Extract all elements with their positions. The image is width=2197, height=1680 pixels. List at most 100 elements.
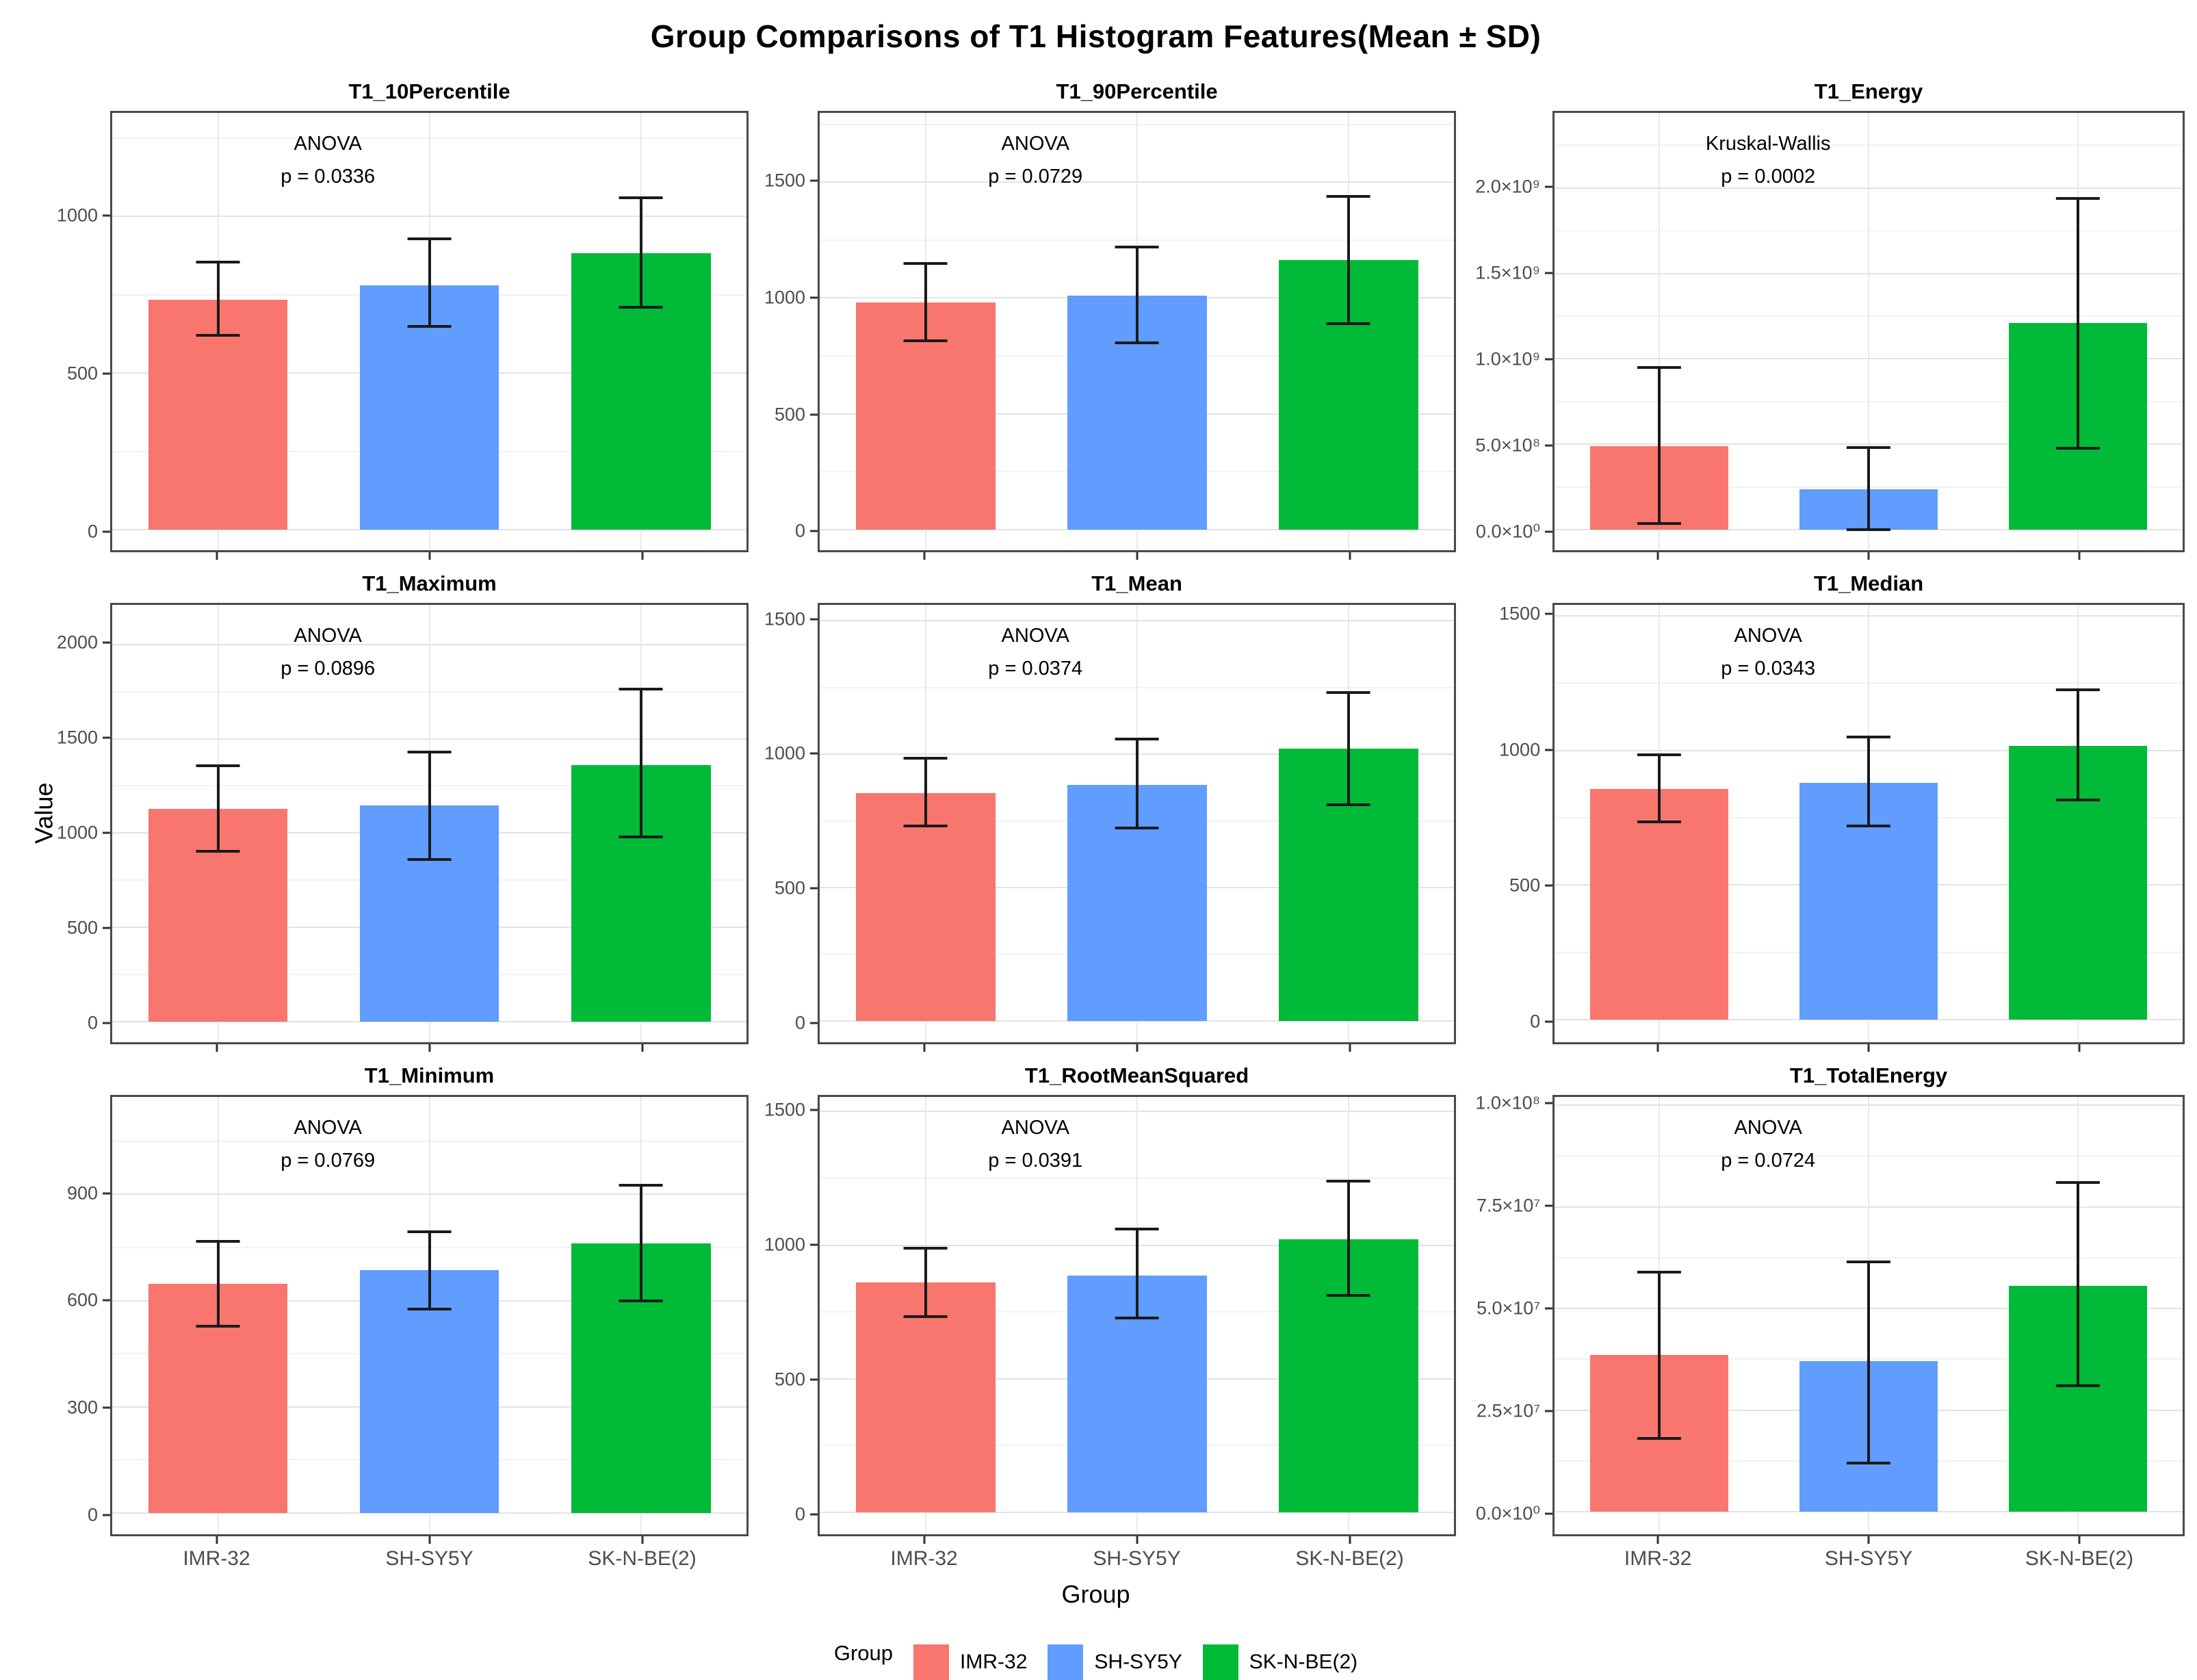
y-tick-mark [1545, 1204, 1553, 1207]
error-bar-stem-IMR-32 [1658, 755, 1661, 823]
panel-T1_Minimum: T1_Minimum 0 300 600 900 ANOVA p = 0.0769 IMR-3… [45, 1054, 749, 1576]
plot-area: ANOVA p = 0.0896 [110, 603, 749, 1044]
y-tick-mark [103, 1514, 110, 1516]
error-bar-stem-SK-N-BE(2) [1347, 196, 1350, 324]
error-bar-cap-top-SH-SY5Y [1846, 1260, 1891, 1263]
y-tick-mark [103, 831, 110, 834]
x-category-label: IMR-32 [890, 1547, 958, 1570]
x-tick-mark [641, 552, 644, 560]
x-axis-label: Group [1061, 1580, 1130, 1608]
y-tick-label: 1.0×10⁹ [1475, 348, 1541, 370]
y-tick-mark [1545, 185, 1553, 188]
error-bar-cap-bottom-SK-N-BE(2) [619, 836, 663, 839]
error-bar-cap-top-SH-SY5Y [1115, 738, 1160, 741]
x-tick-mark [1349, 1536, 1351, 1544]
x-tick-mark [216, 1536, 218, 1544]
y-tick-label: 2.5×10⁷ [1476, 1400, 1541, 1421]
error-bar-cap-top-IMR-32 [196, 260, 240, 263]
y-tick-mark [1545, 1512, 1553, 1515]
panel-title: T1_Energy [1814, 79, 1923, 103]
legend: Group IMR-32 SH-SY5Y SK-N-BE(2) [7, 1627, 2185, 1680]
error-bar-cap-top-IMR-32 [1637, 365, 1682, 369]
legend-entry: SH-SY5Y [1048, 1644, 1182, 1680]
error-bar-cap-top-SK-N-BE(2) [2055, 196, 2101, 200]
error-bar-cap-bottom-SH-SY5Y [1115, 1317, 1160, 1320]
y-tick-label: 0 [795, 520, 806, 541]
error-bar-stem-SK-N-BE(2) [639, 197, 642, 307]
error-bar-stem-SH-SY5Y [1135, 739, 1139, 828]
error-bar-cap-bottom-IMR-32 [196, 334, 240, 337]
panel-body: 0 300 600 900 ANOVA p = 0.0769 [45, 1095, 749, 1536]
x-tick-mark [1349, 552, 1351, 560]
error-bar-stem-SH-SY5Y [428, 752, 431, 860]
y-tick-label: 1500 [764, 1099, 806, 1120]
stat-test-name: ANOVA [1001, 133, 1069, 155]
y-tick-mark [810, 887, 818, 890]
stat-annotation: ANOVA p = 0.0343 [1721, 620, 1815, 686]
x-tick-mark [1656, 552, 1659, 560]
y-tick-mark [810, 1513, 818, 1516]
error-bar-stem-SK-N-BE(2) [639, 1185, 642, 1301]
y-tick-label: 7.5×10⁷ [1476, 1195, 1541, 1216]
y-axis: 0 500 1000 1500 [753, 111, 818, 552]
y-tick-mark [810, 1022, 818, 1024]
error-bar-cap-top-IMR-32 [1637, 1270, 1682, 1274]
error-bar-stem-IMR-32 [1658, 367, 1661, 524]
error-bar-cap-bottom-SK-N-BE(2) [1326, 803, 1371, 807]
y-tick-mark [1545, 1102, 1553, 1104]
y-tick-label: 0 [795, 1503, 806, 1525]
y-tick-mark [103, 1406, 110, 1409]
panel-title: T1_Median [1813, 571, 1924, 595]
x-axis [110, 552, 749, 562]
bar-IMR-32 [855, 1282, 996, 1512]
panel-body: 0 500 1000 1500 ANOVA p = 0.0391 [753, 1095, 1457, 1536]
error-bar-cap-top-SK-N-BE(2) [1326, 690, 1371, 694]
panel-T1_10Percentile: T1_10Percentile 0 500 1000 ANOVA p = 0.0336 [45, 70, 749, 562]
x-tick-mark [641, 1536, 644, 1544]
x-axis [818, 552, 1456, 562]
error-bar-stem-SK-N-BE(2) [639, 689, 642, 838]
x-axis [1552, 1044, 2185, 1054]
y-axis: 0 300 600 900 [45, 1095, 110, 1536]
y-tick-label: 0 [1530, 1011, 1541, 1032]
stat-p-value: p = 0.0729 [988, 166, 1083, 188]
error-bar-stem-SH-SY5Y [1135, 247, 1139, 344]
y-tick-label: 900 [66, 1183, 98, 1204]
error-bar-cap-bottom-IMR-32 [196, 1324, 240, 1328]
legend-entry: SK-N-BE(2) [1202, 1644, 1357, 1680]
error-bar-stem-IMR-32 [216, 766, 220, 851]
y-tick-label: 2000 [56, 632, 98, 653]
plot-area: ANOVA p = 0.0374 [818, 603, 1457, 1044]
error-bar-cap-top-IMR-32 [903, 1246, 948, 1250]
y-tick-label: 500 [66, 363, 98, 384]
x-category-label: IMR-32 [1624, 1547, 1692, 1570]
stat-p-value: p = 0.0769 [281, 1150, 376, 1172]
error-bar-cap-top-IMR-32 [903, 262, 948, 266]
stat-p-value: p = 0.0374 [988, 658, 1083, 680]
error-bar-stem-IMR-32 [216, 261, 220, 336]
panel-title: T1_Mean [1091, 571, 1182, 595]
error-bar-cap-bottom-IMR-32 [903, 825, 948, 828]
stat-test-name: ANOVA [294, 133, 362, 155]
error-bar-cap-bottom-SK-N-BE(2) [619, 306, 663, 309]
stat-p-value: p = 0.0724 [1721, 1150, 1816, 1172]
x-axis [110, 1044, 749, 1054]
error-bar-cap-top-SH-SY5Y [1115, 246, 1160, 249]
x-tick-mark [1867, 552, 1870, 560]
y-tick-mark [810, 413, 818, 416]
error-bar-cap-bottom-IMR-32 [196, 850, 240, 853]
x-tick-mark [1136, 1044, 1139, 1052]
y-tick-mark [1545, 1410, 1553, 1412]
x-tick-mark [2078, 1044, 2081, 1052]
stat-p-value: p = 0.0391 [988, 1150, 1083, 1172]
category-gridline [1868, 113, 1870, 550]
panel-body: 0.0×10⁰ 2.5×10⁷ 5.0×10⁷ 7.5×10⁷ 1.0×10⁸ ANOVA… [1460, 1093, 2185, 1536]
stat-p-value: p = 0.0896 [281, 658, 376, 680]
y-tick-mark [810, 296, 818, 299]
y-tick-mark [1545, 612, 1553, 615]
panel-body: 0 500 1000 1500 ANOVA p = 0.0374 [753, 603, 1457, 1044]
error-bar-stem-IMR-32 [924, 1248, 927, 1317]
y-tick-label: 0 [87, 1012, 98, 1033]
y-tick-mark [810, 1243, 818, 1246]
